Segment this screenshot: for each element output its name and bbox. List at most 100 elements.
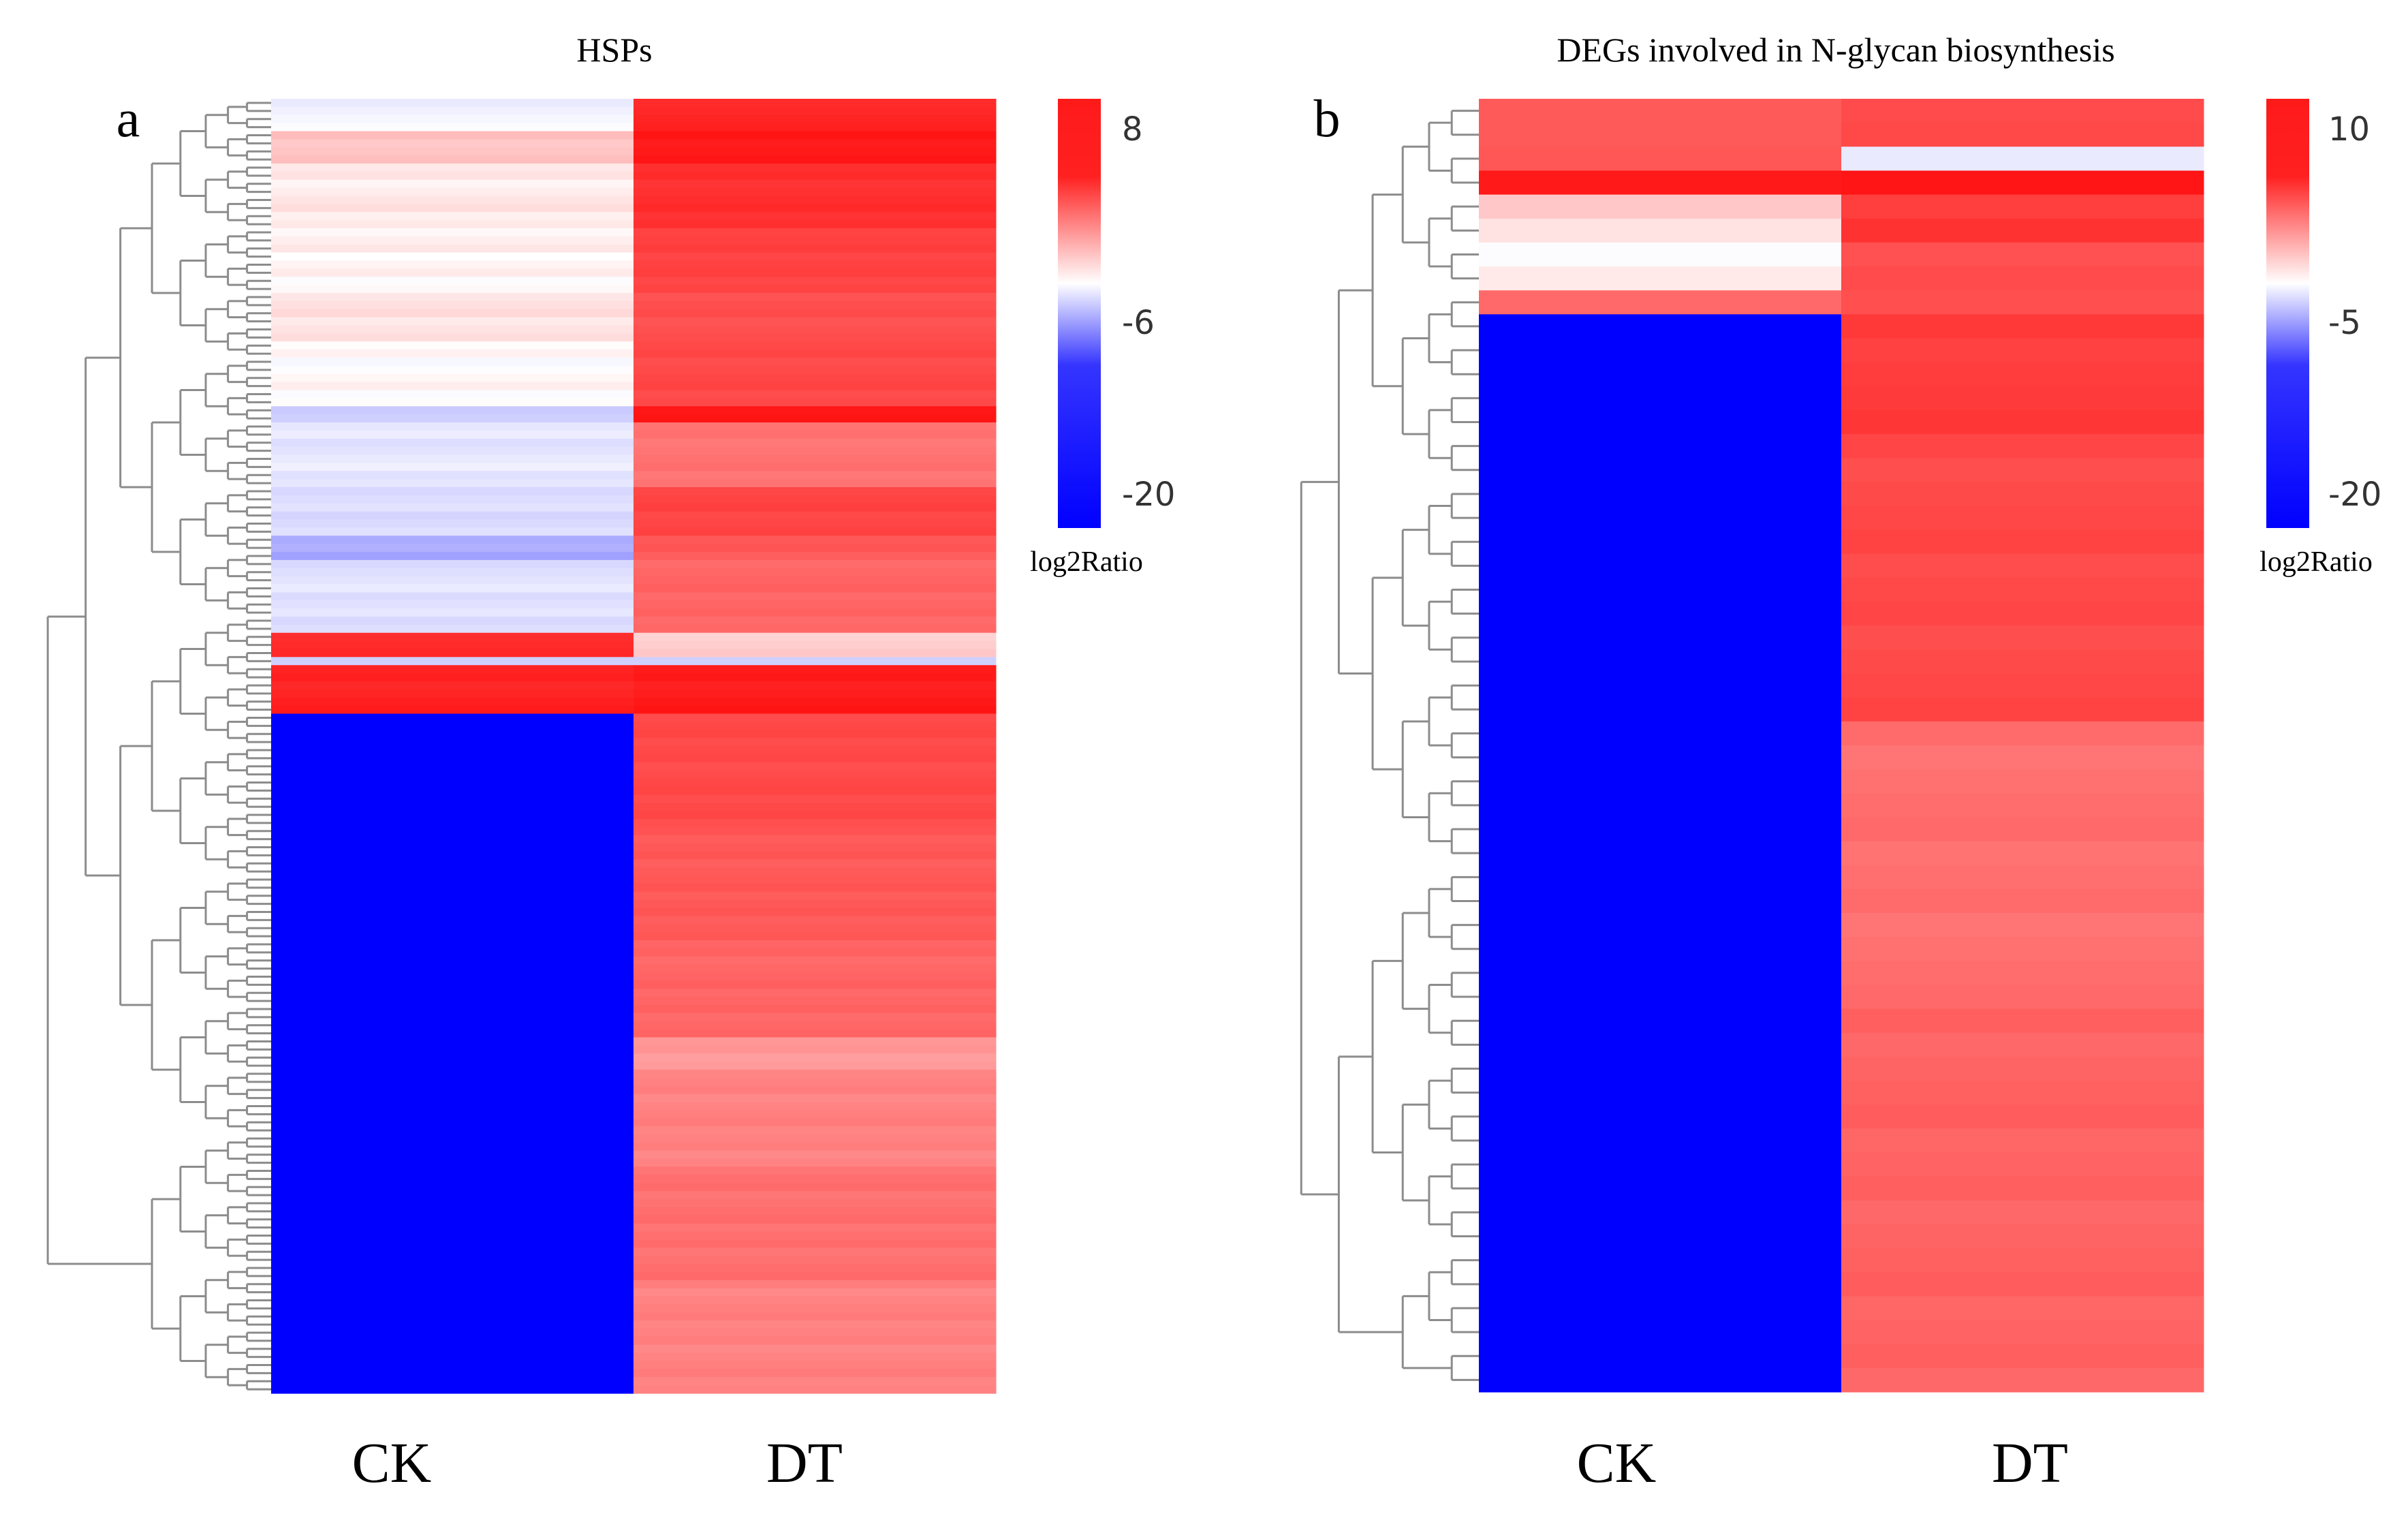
- heatmap-cell-ck-row-75: [271, 705, 634, 715]
- heatmap-cell-dt-row-119: [634, 1062, 997, 1070]
- heatmap-cell-dt-row-95: [634, 867, 997, 876]
- heatmap-cell-dt-row-124: [634, 1102, 997, 1111]
- heatmap-cell-dt-row-72: [634, 681, 997, 690]
- heatmap-cell-dt-row-70: [634, 665, 997, 674]
- heatmap-cell-dt-row-59: [634, 576, 997, 585]
- heatmap-cell-dt-row-84: [634, 778, 997, 787]
- heatmap-cell-ck-row-41: [271, 430, 634, 439]
- heatmap-cell-ck-row-13: [271, 204, 634, 213]
- heatmap-cell-dt-row-130: [634, 1150, 997, 1160]
- heatmap-cell-dt-row-154: [634, 1344, 997, 1354]
- heatmap-cell-ck-row-18: [271, 244, 634, 253]
- heatmap-cell-ck-row-68: [271, 649, 634, 657]
- heatmap-cell-ck-row-37: [271, 398, 634, 407]
- panel-a-colorbar-tick-mid: -6: [1122, 304, 1155, 342]
- heatmap-cell-ck-row-28: [1479, 769, 1842, 794]
- heatmap-cell-ck-row-0: [271, 99, 634, 108]
- heatmap-cell-dt-row-79: [634, 738, 997, 747]
- heatmap-cell-dt-row-65: [634, 624, 997, 634]
- heatmap-cell-ck-row-33: [1479, 888, 1842, 914]
- heatmap-cell-ck-row-121: [271, 1077, 634, 1087]
- heatmap-cell-dt-row-111: [634, 997, 997, 1006]
- heatmap-cell-ck-row-71: [271, 673, 634, 682]
- heatmap-cell-ck-row-49: [1479, 1272, 1842, 1297]
- heatmap-cell-ck-row-73: [271, 689, 634, 698]
- heatmap-cell-dt-row-41: [634, 430, 997, 439]
- heatmap-cell-dt-row-89: [634, 818, 997, 828]
- heatmap-cell-dt-row-14: [634, 212, 997, 221]
- heatmap-cell-dt-row-107: [634, 964, 997, 974]
- heatmap-cell-ck-row-51: [1479, 1320, 1842, 1345]
- heatmap-cell-dt-row-57: [634, 559, 997, 569]
- heatmap-cell-dt-row-142: [634, 1248, 997, 1256]
- panel-b-letter: b: [1314, 89, 1341, 148]
- heatmap-cell-dt-row-115: [634, 1029, 997, 1038]
- heatmap-cell-dt-row-138: [634, 1215, 997, 1224]
- heatmap-cell-ck-row-25: [271, 300, 634, 310]
- heatmap-cell-dt-row-0: [1841, 99, 2204, 123]
- heatmap-cell-dt-row-10: [634, 179, 997, 189]
- heatmap-cell-ck-row-95: [271, 867, 634, 876]
- heatmap-cell-ck-row-155: [271, 1352, 634, 1362]
- heatmap-cell-dt-row-19: [634, 252, 997, 262]
- heatmap-cell-dt-row-157: [634, 1369, 997, 1378]
- heatmap-cell-dt-row-24: [1841, 673, 2204, 698]
- heatmap-cell-dt-row-147: [634, 1288, 997, 1297]
- heatmap-cell-ck-row-98: [271, 891, 634, 901]
- heatmap-cell-ck-row-149: [271, 1304, 634, 1313]
- heatmap-cell-dt-row-121: [634, 1077, 997, 1087]
- heatmap-cell-dt-row-5: [1841, 218, 2204, 243]
- heatmap-cell-dt-row-140: [634, 1231, 997, 1240]
- heatmap-cell-ck-row-44: [1479, 1152, 1842, 1177]
- heatmap-cell-dt-row-8: [1841, 290, 2204, 315]
- heatmap-cell-dt-row-16: [634, 228, 997, 237]
- heatmap-cell-dt-row-4: [634, 131, 997, 140]
- heatmap-cell-dt-row-27: [1841, 745, 2204, 770]
- heatmap-cell-ck-row-3: [271, 123, 634, 132]
- heatmap-cell-ck-row-108: [271, 972, 634, 981]
- heatmap-cell-dt-row-44: [634, 454, 997, 463]
- heatmap-cell-ck-row-82: [271, 762, 634, 771]
- heatmap-cell-ck-row-44: [271, 454, 634, 463]
- heatmap-cell-dt-row-143: [634, 1256, 997, 1265]
- heatmap-cell-dt-row-18: [1841, 529, 2204, 555]
- heatmap-cell-dt-row-76: [634, 713, 997, 722]
- heatmap-cell-dt-row-62: [634, 600, 997, 609]
- heatmap-cell-dt-row-87: [634, 803, 997, 811]
- heatmap-cell-ck-row-13: [1479, 409, 1842, 435]
- heatmap-cell-ck-row-29: [271, 333, 634, 342]
- heatmap-cell-ck-row-39: [1479, 1032, 1842, 1057]
- heatmap-cell-dt-row-34: [1841, 913, 2204, 938]
- heatmap-cell-ck-row-66: [271, 632, 634, 642]
- heatmap-cell-dt-row-45: [1841, 1176, 2204, 1201]
- heatmap-cell-dt-row-123: [634, 1094, 997, 1103]
- heatmap-cell-dt-row-80: [634, 746, 997, 755]
- heatmap-cell-dt-row-50: [1841, 1296, 2204, 1321]
- heatmap-cell-ck-row-22: [1479, 625, 1842, 651]
- heatmap-cell-ck-row-0: [1479, 99, 1842, 123]
- heatmap-cell-ck-row-154: [271, 1344, 634, 1354]
- heatmap-cell-ck-row-17: [271, 236, 634, 245]
- panel-a-colorbar-tick-bottom: -20: [1122, 476, 1175, 514]
- heatmap-cell-dt-row-43: [634, 446, 997, 456]
- heatmap-cell-ck-row-48: [1479, 1248, 1842, 1273]
- heatmap-cell-ck-row-102: [271, 924, 634, 933]
- heatmap-cell-ck-row-57: [271, 559, 634, 569]
- heatmap-cell-dt-row-20: [1841, 577, 2204, 602]
- heatmap-cell-dt-row-31: [1841, 841, 2204, 866]
- heatmap-cell-ck-row-141: [271, 1239, 634, 1248]
- heatmap-cell-ck-row-43: [1479, 1128, 1842, 1153]
- heatmap-cell-dt-row-109: [634, 980, 997, 989]
- heatmap-cell-dt-row-29: [634, 333, 997, 342]
- heatmap-cell-dt-row-116: [634, 1037, 997, 1046]
- heatmap-cell-dt-row-9: [634, 171, 997, 181]
- heatmap-cell-ck-row-4: [271, 131, 634, 140]
- heatmap-cell-dt-row-28: [1841, 769, 2204, 794]
- heatmap-cell-dt-row-49: [634, 495, 997, 504]
- heatmap-cell-dt-row-25: [1841, 697, 2204, 722]
- panel-b-column-label-dt: DT: [1992, 1431, 2068, 1495]
- heatmap-cell-ck-row-40: [1479, 1056, 1842, 1081]
- heatmap-cell-ck-row-56: [271, 552, 634, 561]
- panel-b-colorbar-tick-mid: -5: [2328, 304, 2361, 342]
- heatmap-cell-dt-row-146: [634, 1280, 997, 1289]
